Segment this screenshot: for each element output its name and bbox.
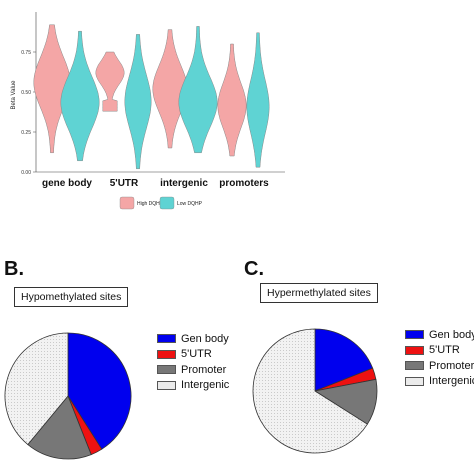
legend-item: Promoter <box>405 358 474 374</box>
legend-item: 5'UTR <box>405 343 474 359</box>
legend-swatch <box>157 380 176 390</box>
hypermethylated-legend: Gen body 5'UTR Promoter Intergenic <box>405 327 474 389</box>
legend-label: 5'UTR <box>181 348 212 361</box>
legend-label: 5'UTR <box>429 344 460 357</box>
y-axis-label: Beta Value <box>11 80 17 110</box>
violin-high-2 <box>152 29 188 149</box>
legend-swatch-high <box>119 196 135 210</box>
legend-item: Gen body <box>405 327 474 343</box>
legend-item: Intergenic <box>405 374 474 390</box>
violin-low-0 <box>60 30 100 162</box>
y-tick-label: 0.25 <box>21 130 31 136</box>
legend-label: Intergenic <box>429 375 474 388</box>
violin-high-0 <box>33 24 71 154</box>
legend-label-low: Low DQHP <box>177 201 203 207</box>
panel-b-title-box: Hypomethylated sites <box>14 287 129 307</box>
legend-swatch <box>405 376 424 386</box>
violin-high-1 <box>95 51 125 112</box>
legend-label: Gen body <box>181 332 229 345</box>
legend-label: Gen body <box>429 328 474 341</box>
x-tick-label: gene body <box>42 178 92 189</box>
legend-swatch <box>157 334 176 344</box>
y-tick-label: 0.50 <box>21 90 31 96</box>
pie-slice-intergenic <box>252 328 368 454</box>
legend-item: Promoter <box>157 362 229 378</box>
legend-item: Intergenic <box>157 378 229 394</box>
legend-swatch-low <box>159 196 175 210</box>
legend-swatch <box>405 345 424 355</box>
violin-low-2 <box>178 26 218 154</box>
legend-swatch <box>157 349 176 359</box>
violin-low-1 <box>124 34 152 170</box>
panel-b-letter: B. <box>4 258 24 280</box>
violin-high-3 <box>217 43 247 157</box>
legend-label: Promoter <box>429 359 474 372</box>
violin-low-3 <box>246 32 270 168</box>
violin-plot: Beta Value 0.00 0.25 0.50 0.75 gene body 5'U… <box>11 12 285 210</box>
pie-slice-intergenic <box>4 332 69 446</box>
x-tick-label: promoters <box>219 178 269 189</box>
pie-slice-promoter <box>27 395 92 460</box>
legend-label-high: High DQHP <box>137 201 164 207</box>
hypomethylated-legend: Gen body 5'UTR Promoter Intergenic <box>157 331 229 393</box>
legend-item: Gen body <box>157 331 229 347</box>
legend-label: Intergenic <box>181 379 230 392</box>
legend-item: 5'UTR <box>157 347 229 363</box>
hypermethylated-pie-chart <box>252 328 378 454</box>
x-tick-label: 5'UTR <box>110 178 139 189</box>
legend-swatch <box>405 361 424 371</box>
panel-c-letter: C. <box>244 258 264 280</box>
panel-c-title-box: Hypermethylated sites <box>260 283 378 303</box>
y-tick-label: 0.75 <box>21 50 31 56</box>
x-tick-label: intergenic <box>160 178 208 189</box>
hypomethylated-pie-chart <box>4 332 132 460</box>
legend-swatch <box>157 365 176 375</box>
pie-slice-gen-body <box>314 328 374 392</box>
y-tick-label: 0.00 <box>21 170 31 176</box>
legend-swatch <box>405 330 424 340</box>
legend-label: Promoter <box>181 363 227 376</box>
violin-legend: High DQHP Low DQHP <box>119 196 203 210</box>
